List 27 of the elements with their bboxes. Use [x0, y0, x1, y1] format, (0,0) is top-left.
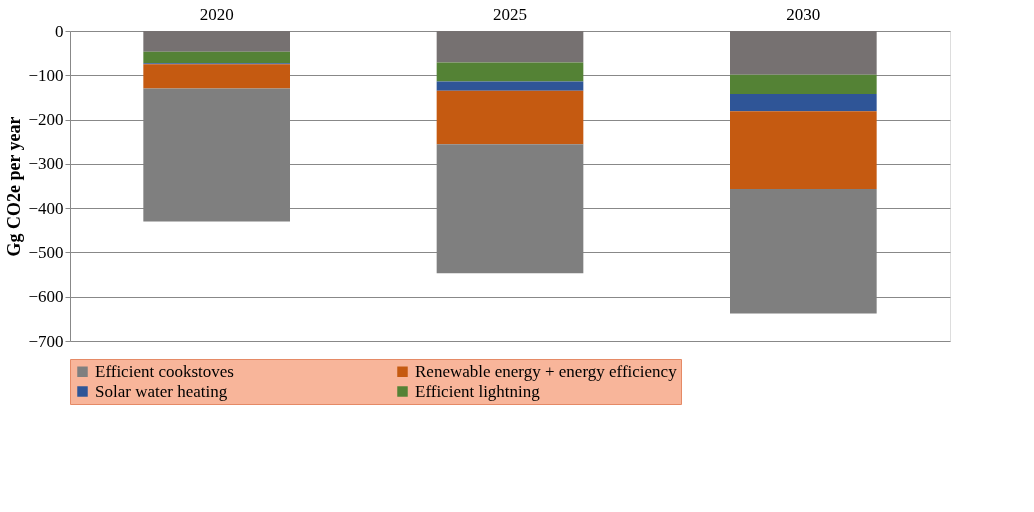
x-tick-label: 2020 — [199, 4, 234, 24]
legend-label: Efficient cookstoves — [95, 361, 234, 381]
y-tick-label: −400 — [28, 198, 64, 218]
legend-label: Efficient lightning — [415, 381, 541, 401]
y-tick-label: −300 — [28, 154, 64, 174]
bar — [436, 31, 584, 63]
y-tick-label: −700 — [28, 331, 64, 351]
y-tick-label: −100 — [28, 65, 64, 85]
bar — [436, 62, 584, 82]
y-tick-label: −200 — [28, 110, 64, 130]
y-tick-label: 0 — [55, 21, 64, 41]
y-axis-title: Gg CO2e per year — [4, 116, 25, 257]
legend-label: Solar water heating — [95, 381, 228, 401]
bar — [730, 74, 877, 94]
bar — [143, 64, 290, 89]
bar — [436, 81, 584, 91]
bar — [143, 51, 290, 64]
x-tick-label: 2030 — [786, 4, 821, 24]
bar — [143, 31, 290, 52]
bar — [730, 111, 877, 190]
bar — [730, 93, 877, 112]
x-tick-label: 2025 — [493, 4, 527, 24]
y-tick-label: −600 — [28, 287, 64, 307]
bar — [730, 31, 877, 75]
y-tick-label: −500 — [28, 242, 64, 262]
bar — [436, 90, 584, 145]
legend-label: Renewable energy + energy efficiency — [415, 361, 678, 381]
